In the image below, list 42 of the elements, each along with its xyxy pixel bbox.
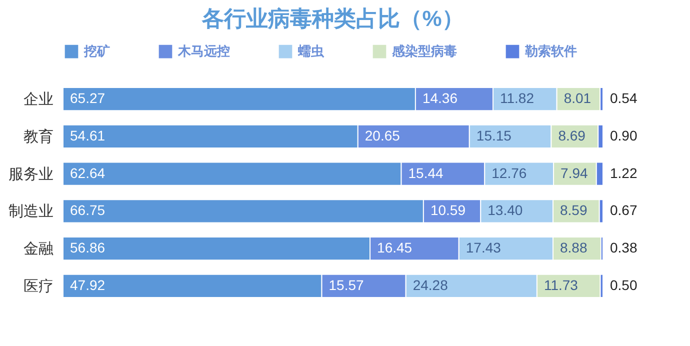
data-label: 47.92 [70, 276, 106, 293]
data-label: 62.64 [70, 164, 106, 181]
data-label: 8.01 [564, 90, 592, 106]
data-label: 56.86 [70, 240, 106, 256]
y-tick-label: 服务业 [8, 166, 54, 183]
data-label: 0.50 [610, 276, 638, 293]
data-label: 15.44 [408, 164, 444, 181]
data-label: 12.76 [492, 164, 527, 181]
y-tick-label: 医疗 [24, 278, 54, 295]
data-label: 17.43 [466, 240, 502, 256]
data-label: 8.88 [560, 240, 588, 256]
data-label: 54.61 [70, 127, 106, 144]
legend-label: 蠕虫 [297, 44, 325, 59]
data-label: 8.59 [560, 202, 588, 218]
data-label: 0.67 [610, 202, 638, 218]
data-label: 15.57 [328, 276, 364, 293]
data-label: 65.27 [70, 90, 106, 106]
data-label: 11.73 [544, 276, 578, 293]
data-label: 20.65 [364, 127, 400, 144]
data-label: 14.36 [422, 90, 458, 106]
data-label: 24.28 [412, 276, 448, 293]
y-tick-label: 金融 [24, 240, 54, 258]
y-tick-label: 教育 [24, 128, 54, 146]
legend-label: 木马远控 [177, 44, 230, 59]
y-tick-label: 制造业 [8, 203, 54, 220]
data-label: 0.54 [610, 90, 638, 106]
data-label: 8.69 [558, 127, 586, 144]
legend-label: 勒索软件 [524, 44, 577, 59]
data-label: 0.38 [610, 240, 638, 256]
data-label: 7.94 [560, 164, 588, 181]
data-label: 1.22 [610, 164, 638, 181]
data-label: 66.75 [70, 202, 106, 218]
legend-label: 感染型病毒 [391, 44, 457, 59]
y-tick-label: 企业 [24, 91, 54, 108]
data-label: 13.40 [488, 202, 523, 218]
chart-title: 各行业病毒种类占比（%） [201, 6, 464, 31]
data-label: 0.90 [610, 127, 638, 144]
data-label: 10.59 [430, 202, 466, 218]
data-label: 11.82 [500, 90, 534, 106]
legend-label: 挖矿 [83, 44, 110, 59]
data-label: 16.45 [377, 240, 412, 256]
data-label: 15.15 [476, 127, 512, 144]
